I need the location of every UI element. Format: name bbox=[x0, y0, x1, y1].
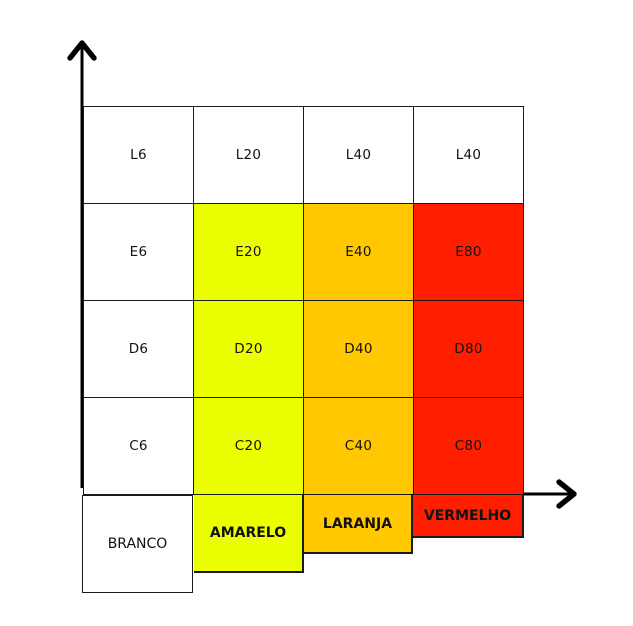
cell-l40-vermelho: L40 bbox=[413, 106, 524, 204]
cell-c40: C40 bbox=[303, 397, 414, 495]
column-label-laranja: LARANJA bbox=[304, 495, 413, 554]
cell-c80: C80 bbox=[413, 397, 524, 495]
cell-d40: D40 bbox=[303, 300, 414, 398]
cell-d6: D6 bbox=[83, 300, 194, 398]
cell-e80: E80 bbox=[413, 203, 524, 301]
cell-d20: D20 bbox=[193, 300, 304, 398]
column-label-amarelo: AMARELO bbox=[194, 495, 304, 573]
cell-e40: E40 bbox=[303, 203, 414, 301]
cell-l20: L20 bbox=[193, 106, 304, 204]
cell-e20: E20 bbox=[193, 203, 304, 301]
cell-l6: L6 bbox=[83, 106, 194, 204]
cell-d80: D80 bbox=[413, 300, 524, 398]
cell-l40-laranja: L40 bbox=[303, 106, 414, 204]
cell-c6: C6 bbox=[83, 397, 194, 495]
column-label-branco: BRANCO bbox=[82, 495, 193, 593]
cell-e6: E6 bbox=[83, 203, 194, 301]
cell-c20: C20 bbox=[193, 397, 304, 495]
column-label-vermelho: VERMELHO bbox=[413, 495, 524, 538]
